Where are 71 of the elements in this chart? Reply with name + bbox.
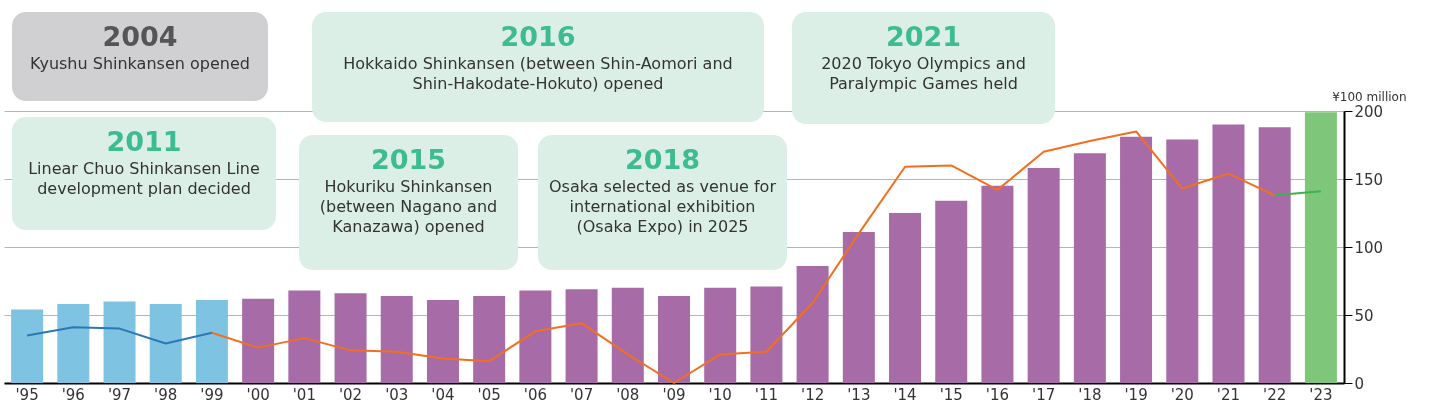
bar	[195, 300, 228, 383]
y-tick-label: 0	[1354, 374, 1365, 393]
text: 2016 Hokkaido Shinkansen (between Shin-Aomori and Shin-Hakodate-Hokuto) opened	[342, 20, 734, 94]
bar	[1304, 112, 1337, 383]
x-tick-label: '23	[1309, 385, 1333, 404]
x-tick-label: '18	[1078, 385, 1102, 404]
text: 2021 2020 Tokyo Olympics and Paralympic Games held	[820, 20, 1027, 94]
x-tick-label: '96	[61, 385, 85, 404]
bar	[519, 290, 552, 383]
bar	[380, 295, 413, 383]
bar	[611, 287, 644, 383]
x-tick-label: '14	[893, 385, 917, 404]
bar	[796, 266, 829, 383]
y-axis-title: ¥100 million	[1332, 89, 1407, 104]
x-tick-label: '97	[107, 385, 132, 404]
bar	[149, 304, 182, 383]
x-tick-label: '98	[154, 385, 178, 404]
x-tick-label: '03	[385, 385, 409, 404]
y-tick-label: 100	[1354, 238, 1384, 257]
bar	[1166, 139, 1199, 383]
bar	[842, 232, 875, 383]
x-tick-label: '12	[801, 385, 825, 404]
x-tick-label: '19	[1124, 385, 1148, 404]
bar	[658, 295, 690, 383]
x-tick-label: '13	[847, 385, 871, 404]
y-tick-label: 50	[1354, 306, 1374, 325]
x-tick-label: '04	[431, 385, 455, 404]
x-tick-label: '95	[15, 385, 39, 404]
y-tick-label: 150	[1354, 170, 1384, 189]
bar	[704, 287, 737, 383]
x-tick-label: '06	[523, 385, 547, 404]
x-tick-label: '00	[246, 385, 270, 404]
x-tick-label: '99	[200, 385, 224, 404]
x-tick-label: '22	[1263, 385, 1287, 404]
bar	[334, 293, 367, 383]
x-tick-label: '05	[477, 385, 501, 404]
bar	[565, 289, 598, 383]
bar	[1073, 153, 1106, 383]
annotation: 2015 Hokuriku Shinkansen (between Nagano and Kanazawa) opened	[318, 143, 499, 237]
x-tick-label: '09	[662, 385, 686, 404]
x-tick-label: '16	[985, 385, 1010, 404]
bar	[1212, 124, 1245, 383]
bar	[935, 200, 968, 383]
x-tick-label: '11	[754, 385, 779, 404]
x-tick-label: '21	[1216, 385, 1241, 404]
bar	[1027, 168, 1060, 383]
x-tick-label: '02	[338, 385, 363, 404]
bar	[103, 301, 136, 383]
bar	[11, 309, 44, 383]
bar	[242, 298, 275, 383]
annotation: 2018 Osaka selected as venue for international exhibition (Osaka Expo) in 2025	[548, 143, 777, 237]
bar	[473, 295, 506, 383]
annotation: 2011 Linear Chuo Shinkansen Line development plan decided	[27, 125, 261, 199]
bar	[57, 304, 90, 383]
y-tick-label: 200	[1354, 102, 1384, 121]
x-tick-label: '10	[708, 385, 732, 404]
bar	[1258, 127, 1291, 383]
text: 2004 Kyushu Shinkansen opened	[29, 20, 251, 74]
bar	[981, 185, 1014, 383]
x-tick-label: '17	[1032, 385, 1056, 404]
x-tick-label: '07	[569, 385, 594, 404]
x-tick-label: '15	[939, 385, 963, 404]
x-tick-label: '20	[1170, 385, 1194, 404]
bar	[889, 213, 922, 383]
bar	[426, 300, 459, 383]
bar	[1120, 136, 1153, 383]
x-tick-label: '01	[292, 385, 316, 404]
bar	[750, 286, 783, 383]
x-tick-label: '08	[616, 385, 640, 404]
line-series	[26, 326, 213, 345]
bar	[288, 290, 321, 383]
